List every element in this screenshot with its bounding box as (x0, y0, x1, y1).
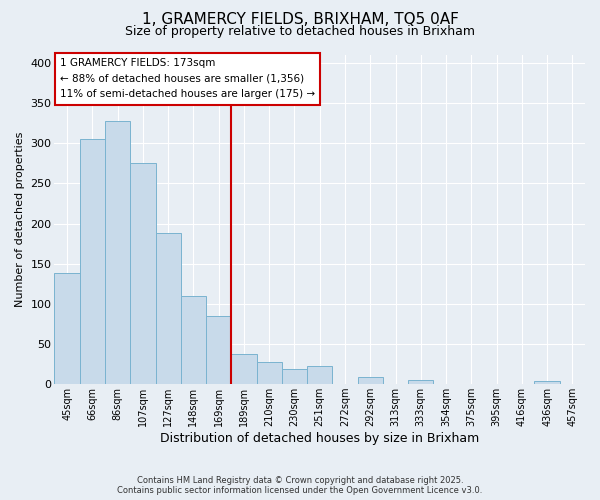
Bar (282, 369, 307, 384)
Text: 1, GRAMERCY FIELDS, BRIXHAM, TQ5 0AF: 1, GRAMERCY FIELDS, BRIXHAM, TQ5 0AF (142, 12, 458, 28)
Text: Contains HM Land Registry data © Crown copyright and database right 2025.
Contai: Contains HM Land Registry data © Crown c… (118, 476, 482, 495)
Bar (80, 140, 105, 384)
Bar (181, 296, 206, 384)
Y-axis label: Number of detached properties: Number of detached properties (15, 132, 25, 308)
Bar (232, 354, 257, 384)
Bar (358, 377, 383, 384)
Text: Size of property relative to detached houses in Brixham: Size of property relative to detached ho… (125, 25, 475, 38)
Bar (535, 381, 560, 384)
Text: 1 GRAMERCY FIELDS: 173sqm
← 88% of detached houses are smaller (1,356)
11% of se: 1 GRAMERCY FIELDS: 173sqm ← 88% of detac… (60, 58, 315, 100)
Bar (408, 380, 433, 384)
Bar (257, 362, 282, 384)
Bar (105, 121, 130, 384)
X-axis label: Distribution of detached houses by size in Brixham: Distribution of detached houses by size … (160, 432, 479, 445)
Bar (307, 366, 332, 384)
Bar (206, 316, 232, 384)
Bar (155, 233, 181, 384)
Bar (55, 274, 80, 384)
Bar (130, 164, 155, 384)
